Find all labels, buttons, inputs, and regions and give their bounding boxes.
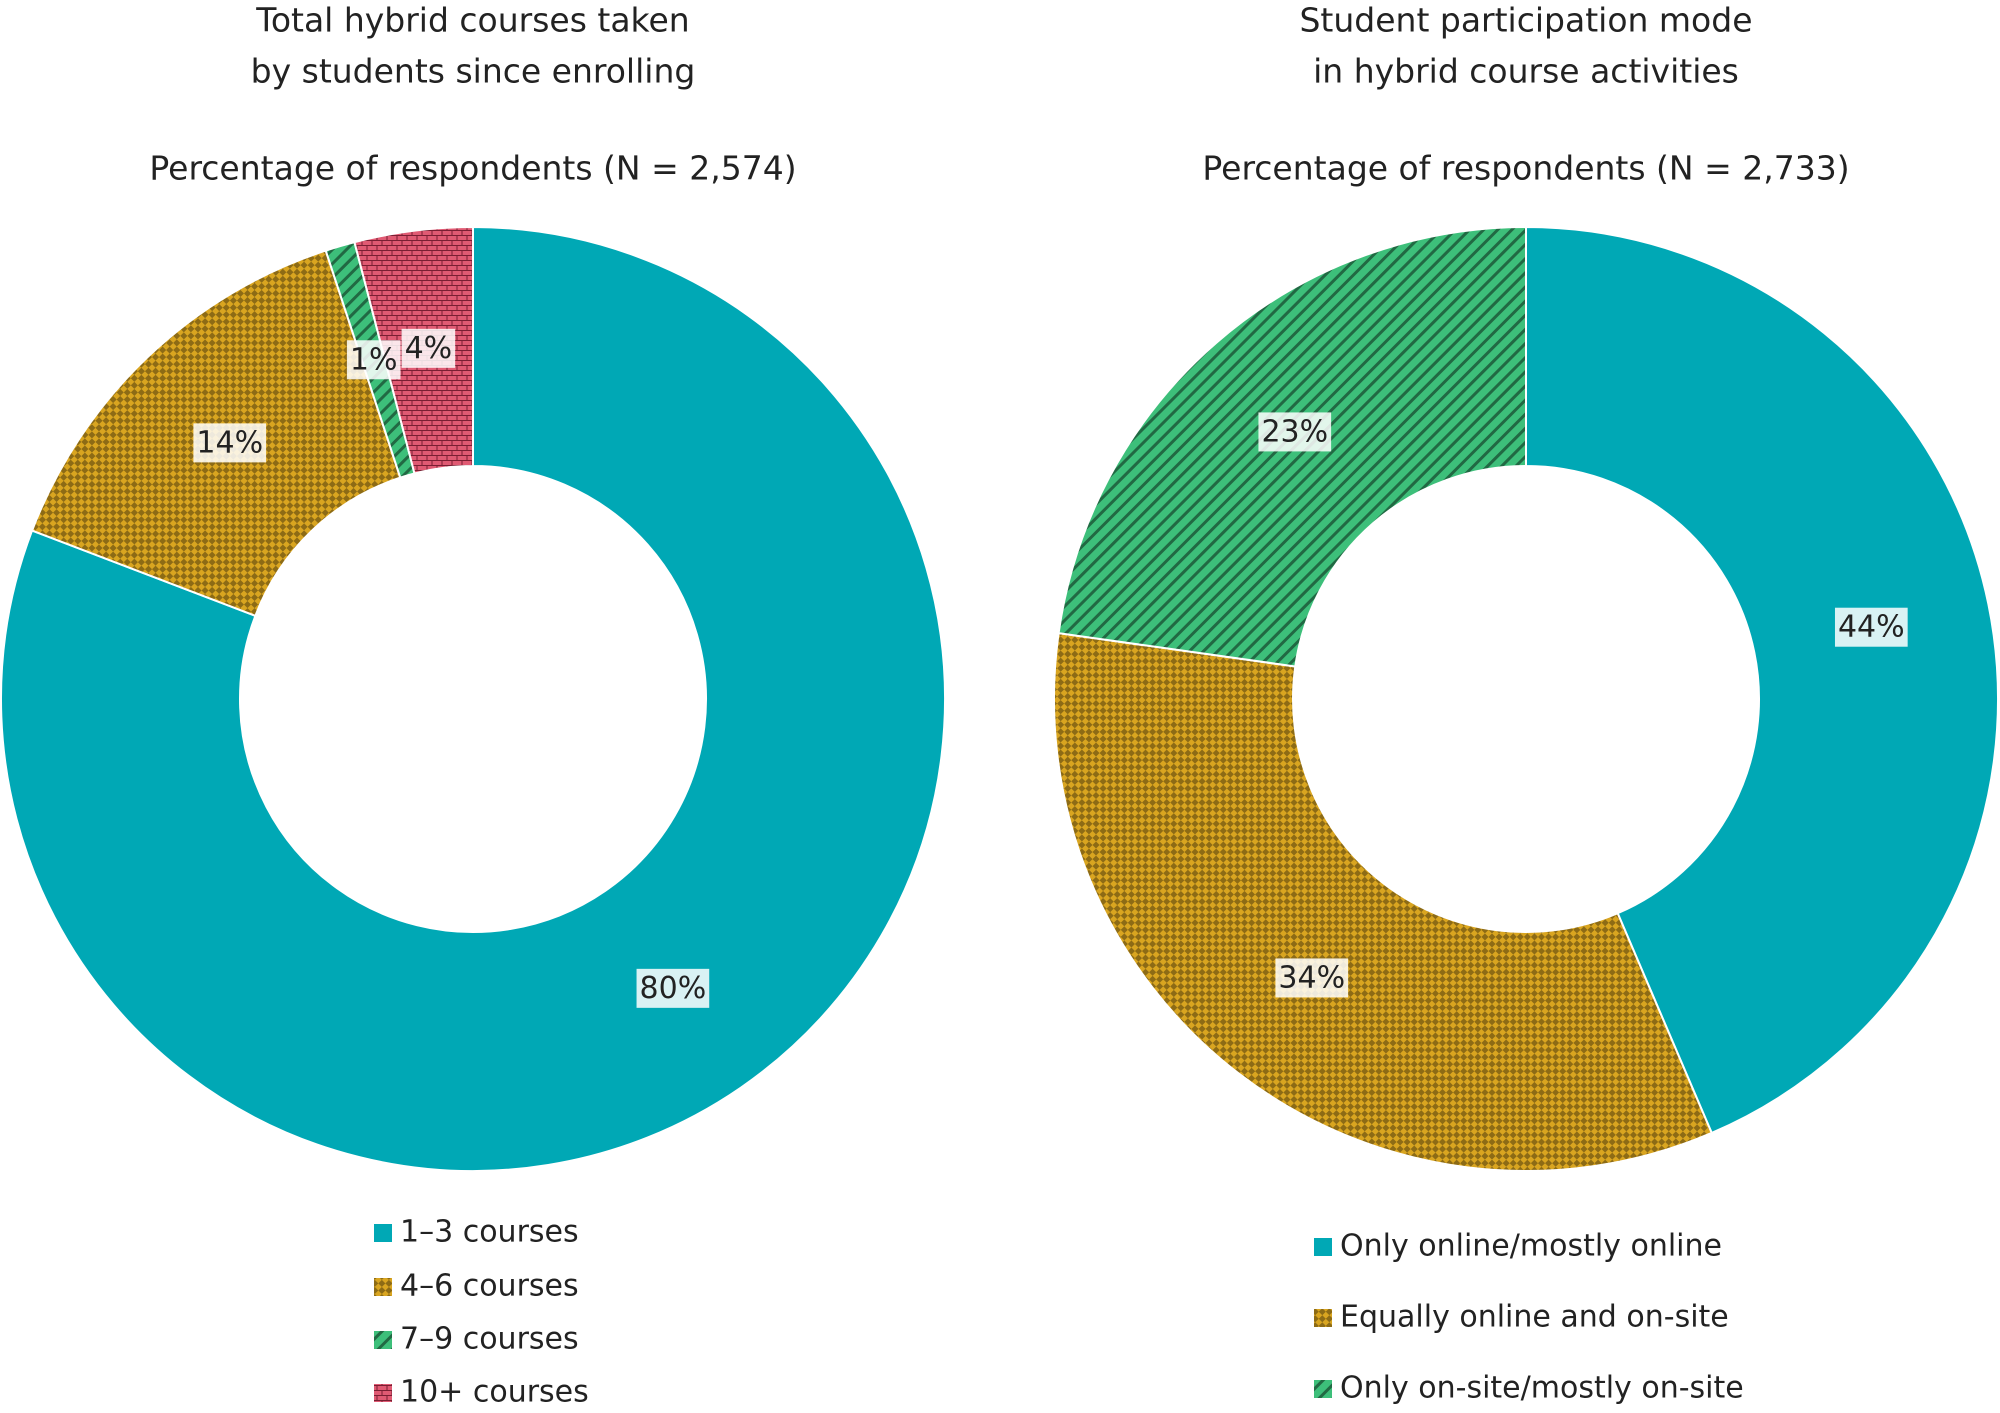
data-label-group: 4% (401, 328, 456, 368)
legend-swatch (374, 1384, 392, 1402)
data-label: 23% (1261, 414, 1328, 449)
chart-title: in hybrid course activities (1313, 52, 1739, 91)
chart-title: Student participation mode (1299, 1, 1752, 40)
chart-subtitle: Percentage of respondents (N = 2,574) (149, 149, 796, 188)
data-label: 80% (640, 971, 707, 1006)
chart-title: by students since enrolling (251, 52, 696, 91)
data-label-bg (636, 968, 710, 1008)
data-label: 44% (1838, 610, 1905, 645)
data-label-bg (1275, 958, 1349, 998)
data-label-group: 1% (346, 340, 401, 380)
legend-label: Equally online and on-site (1340, 1300, 1729, 1335)
legend-label: 1–3 courses (400, 1215, 579, 1250)
legend-swatch (1314, 1309, 1332, 1327)
legend-swatch (374, 1224, 392, 1242)
legend-swatch (1314, 1238, 1332, 1256)
data-label: 1% (350, 342, 398, 377)
chart-title: Total hybrid courses taken (255, 1, 689, 40)
legend-swatch (374, 1278, 392, 1296)
data-label-bg (401, 328, 456, 368)
data-label-bg (193, 423, 267, 463)
legend-label: 7–9 courses (400, 1322, 579, 1357)
data-label-group: 80% (636, 968, 710, 1008)
data-label: 34% (1278, 960, 1345, 995)
legend-swatch (374, 1331, 392, 1349)
data-label-group: 23% (1258, 412, 1332, 452)
legend-label: 10+ courses (400, 1375, 589, 1410)
data-label-group: 34% (1275, 958, 1349, 998)
donut-slice (0, 225, 946, 1172)
data-label-bg (346, 340, 401, 380)
donut-slice (1525, 225, 1999, 1135)
data-label-bg (1258, 412, 1332, 452)
data-label-group: 44% (1834, 607, 1908, 647)
data-label-bg (1834, 607, 1908, 647)
data-label-group: 14% (193, 423, 267, 463)
legend-label: Only online/mostly online (1340, 1229, 1722, 1264)
data-label: 14% (196, 425, 263, 460)
legend-label: Only on-site/mostly on-site (1340, 1371, 1744, 1406)
chart-subtitle: Percentage of respondents (N = 2,733) (1202, 149, 1849, 188)
legend-label: 4–6 courses (400, 1269, 579, 1304)
donut-slice (1053, 632, 1714, 1172)
legend-swatch (1314, 1380, 1332, 1398)
data-label: 4% (405, 331, 453, 366)
